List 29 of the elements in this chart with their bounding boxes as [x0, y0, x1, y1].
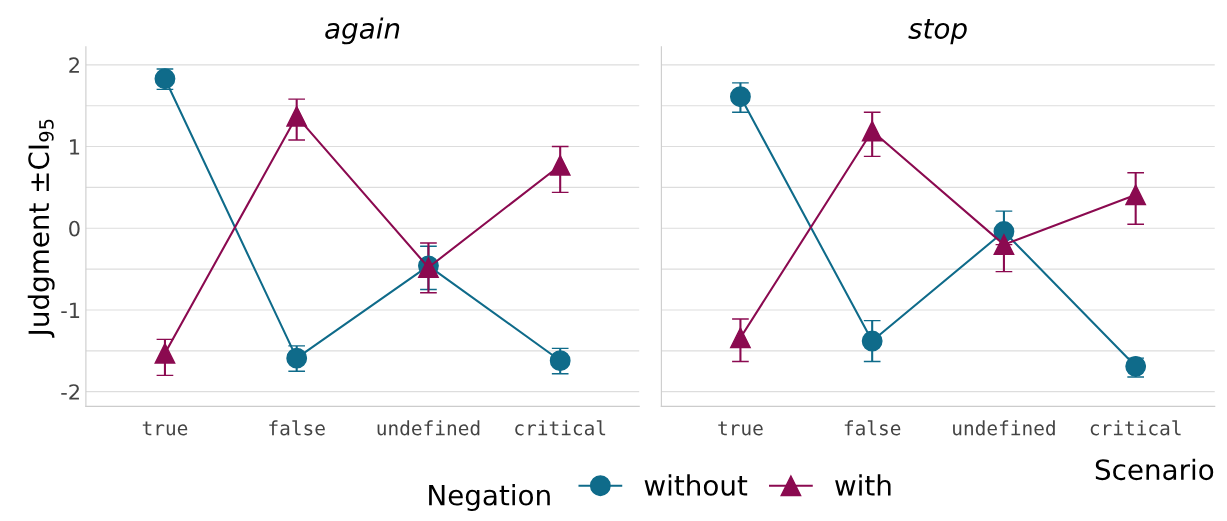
legend-label: without [644, 474, 748, 496]
x-axis-title: Scenario [1095, 458, 1214, 481]
point [730, 86, 751, 108]
point [861, 330, 883, 352]
x-tick-label: false [269, 420, 325, 436]
x-tick-label: undefined [953, 420, 1055, 436]
x-tick-label: critical [1090, 420, 1181, 436]
legend-label: with [835, 474, 891, 496]
point [861, 120, 883, 142]
point [993, 234, 1015, 256]
y-tick-label: 0 [69, 220, 80, 237]
point [154, 342, 176, 364]
y-tick-label: 2 [69, 57, 79, 73]
point [730, 327, 751, 349]
point [549, 154, 571, 176]
chart-title: stop [908, 19, 967, 45]
y-tick-label: -2 [61, 384, 79, 400]
x-tick-label: true [142, 421, 188, 436]
x-tick-label: true [718, 421, 763, 436]
chart-title: again [325, 17, 400, 45]
y-tick-label: -1 [61, 302, 80, 318]
x-tick-label: false [844, 420, 901, 436]
legend-title: Negation [429, 484, 550, 511]
y-axis-title: Judgment ±CI$_{95}$ [27, 119, 55, 338]
point [1125, 184, 1147, 206]
point [286, 105, 308, 127]
y-tick-label: 1 [70, 139, 80, 155]
x-tick-label: critical [515, 420, 606, 436]
x-tick-label: undefined [377, 420, 480, 436]
